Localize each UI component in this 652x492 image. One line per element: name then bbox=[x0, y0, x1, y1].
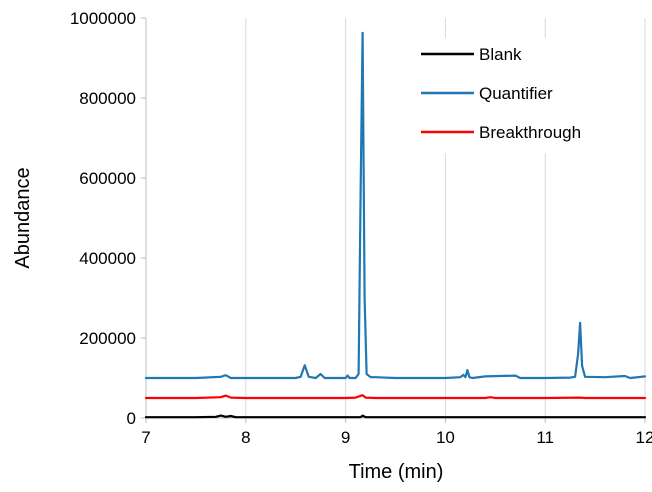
x-axis-title: Time (min) bbox=[349, 461, 444, 483]
y-tick-label: 200000 bbox=[79, 329, 136, 348]
x-tick-label: 10 bbox=[436, 428, 455, 447]
y-axis-title: Abundance bbox=[12, 167, 34, 268]
series-lines bbox=[144, 31, 647, 419]
legend: Blank Quantifier Breakthrough bbox=[408, 38, 612, 153]
y-tick-label: 800000 bbox=[79, 89, 136, 108]
legend-label-quantifier: Quantifier bbox=[479, 84, 553, 103]
y-tick-label: 600000 bbox=[79, 169, 136, 188]
legend-label-blank: Blank bbox=[479, 45, 522, 64]
y-tick-label: 400000 bbox=[79, 249, 136, 268]
legend-label-breakthrough: Breakthrough bbox=[479, 123, 581, 142]
legend-box bbox=[408, 38, 612, 153]
series-line-quantifier bbox=[144, 31, 647, 380]
x-tick-label: 11 bbox=[536, 428, 554, 447]
x-tick-label: 7 bbox=[141, 428, 150, 447]
x-tick-label: 8 bbox=[241, 428, 250, 447]
tick-labels: 7 8 9 10 11 12 0 200000 400000 600000 800000 100000… bbox=[70, 9, 652, 447]
x-tick-label: 9 bbox=[341, 428, 350, 447]
y-tick-label: 0 bbox=[127, 409, 136, 428]
x-tick-label: 12 bbox=[636, 428, 652, 447]
y-tick-label: 1000000 bbox=[70, 9, 136, 28]
series-line-breakthrough bbox=[144, 394, 647, 400]
series-line-blank bbox=[144, 414, 647, 419]
